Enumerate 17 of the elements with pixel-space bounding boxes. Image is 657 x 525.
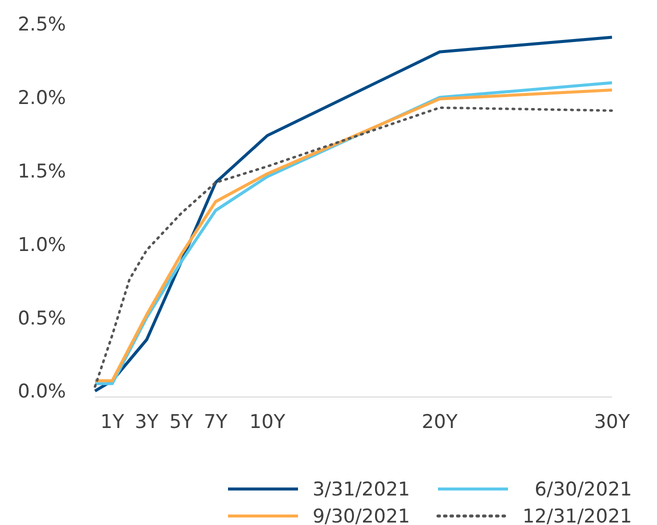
x-tick-label: 5Y — [169, 411, 194, 433]
y-tick-label: 0.0% — [18, 380, 66, 403]
x-tick-label: 10Y — [249, 411, 286, 433]
x-tick-label: 20Y — [422, 411, 458, 433]
legend-label: 6/30/2021 — [534, 478, 632, 501]
x-tick-label: 7Y — [204, 411, 228, 433]
x-tick-label: 30Y — [594, 411, 630, 433]
y-tick-label: 0.5% — [18, 307, 66, 330]
legend-label: 3/31/2021 — [312, 478, 410, 501]
y-tick-label: 1.5% — [18, 160, 66, 182]
y-tick-label: 2.5% — [18, 14, 66, 36]
legend-label: 12/31/2021 — [522, 506, 632, 525]
legend-label: 9/30/2021 — [312, 506, 410, 525]
x-tick-label: 3Y — [134, 411, 159, 433]
y-tick-label: 2.0% — [18, 87, 66, 110]
y-tick-label: 1.0% — [18, 234, 66, 256]
x-tick-label: 1Y — [100, 411, 124, 433]
